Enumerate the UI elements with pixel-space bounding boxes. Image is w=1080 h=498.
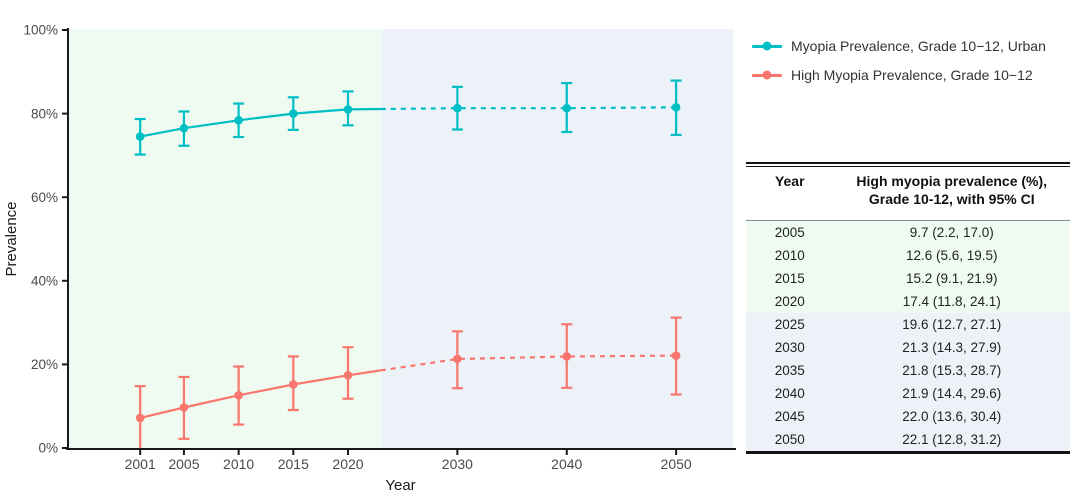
y-tick-label: 0% bbox=[38, 441, 58, 456]
chart-legend: Myopia Prevalence, Grade 10−12, Urban Hi… bbox=[752, 36, 1046, 85]
legend-dot-icon bbox=[762, 41, 772, 51]
legend-label-high-myopia: High Myopia Prevalence, Grade 10−12 bbox=[791, 67, 1033, 83]
legend-item-high-myopia: High Myopia Prevalence, Grade 10−12 bbox=[752, 65, 1046, 85]
legend-item-myopia: Myopia Prevalence, Grade 10−12, Urban bbox=[752, 36, 1046, 56]
legend-line-dot-marker-teal bbox=[752, 41, 782, 51]
table-header-prevalence: High myopia prevalence (%), Grade 10-12,… bbox=[833, 167, 1070, 222]
table-row: 2035 21.8 (15.3, 28.7) bbox=[746, 359, 1070, 383]
prevalence-value-cell: 17.4 (11.8, 24.1) bbox=[833, 290, 1070, 314]
prevalence-line-chart: 0% 20% 40% 60% 80% 100% 2001 2005 2010 2015 2020 20… bbox=[3, 23, 736, 494]
observed-region bbox=[68, 29, 381, 449]
data-point bbox=[179, 123, 189, 133]
x-tick-label: 2020 bbox=[332, 456, 363, 472]
y-tick-label: 80% bbox=[31, 106, 58, 121]
year-cell: 2015 bbox=[746, 267, 834, 291]
data-point bbox=[562, 103, 572, 113]
data-point bbox=[234, 115, 243, 125]
y-tick-label: 100% bbox=[23, 23, 58, 38]
year-cell: 2030 bbox=[746, 336, 834, 360]
x-tick-label: 2050 bbox=[661, 456, 692, 472]
prevalence-value-cell: 22.1 (12.8, 31.2) bbox=[833, 428, 1070, 452]
table-row: 2010 12.6 (5.6, 19.5) bbox=[746, 244, 1070, 268]
prevalence-value-cell: 21.3 (14.3, 27.9) bbox=[833, 336, 1070, 360]
prevalence-value-cell: 15.2 (9.1, 21.9) bbox=[833, 267, 1070, 291]
data-point bbox=[671, 103, 681, 112]
year-cell: 2010 bbox=[746, 244, 834, 268]
table-header: Year High myopia prevalence (%), Grade 1… bbox=[746, 167, 1070, 222]
data-point bbox=[343, 370, 353, 380]
year-cell: 2045 bbox=[746, 405, 834, 429]
year-cell: 2020 bbox=[746, 290, 834, 314]
y-axis-title: Prevalence bbox=[3, 201, 20, 276]
data-point bbox=[453, 354, 462, 364]
year-cell: 2005 bbox=[746, 220, 834, 245]
year-cell: 2040 bbox=[746, 382, 834, 406]
legend-dot-icon bbox=[762, 70, 772, 80]
table-row: 2045 22.0 (13.6, 30.4) bbox=[746, 405, 1070, 429]
table-row: 2050 22.1 (12.8, 31.2) bbox=[746, 428, 1070, 452]
x-axis-title: Year bbox=[385, 477, 415, 494]
x-tick-label: 2040 bbox=[551, 456, 582, 472]
table-row: 2040 21.9 (14.4, 29.6) bbox=[746, 382, 1070, 406]
year-cell: 2035 bbox=[746, 359, 834, 383]
table-row: 2005 9.7 (2.2, 17.0) bbox=[746, 220, 1070, 245]
data-point bbox=[179, 403, 189, 412]
prevalence-table-body: 2005 9.7 (2.2, 17.0) 2010 12.6 (5.6, 19.5) 2… bbox=[746, 220, 1070, 452]
prevalence-value-cell: 9.7 (2.2, 17.0) bbox=[833, 220, 1070, 245]
data-point bbox=[671, 351, 681, 360]
data-point bbox=[453, 103, 462, 113]
series-line-observed bbox=[139, 107, 381, 138]
prevalence-value-cell: 12.6 (5.6, 19.5) bbox=[833, 244, 1070, 268]
table-row: 2025 19.6 (12.7, 27.1) bbox=[746, 313, 1070, 337]
table-row: 2015 15.2 (9.1, 21.9) bbox=[746, 267, 1070, 291]
table-row: 2020 17.4 (11.8, 24.1) bbox=[746, 290, 1070, 314]
x-tick-label: 2015 bbox=[278, 456, 309, 472]
x-tick-label: 2030 bbox=[442, 456, 473, 472]
prevalence-value-cell: 19.6 (12.7, 27.1) bbox=[833, 313, 1070, 337]
prevalence-value-cell: 21.9 (14.4, 29.6) bbox=[833, 382, 1070, 406]
prevalence-value-cell: 21.8 (15.3, 28.7) bbox=[833, 359, 1070, 383]
y-tick-label: 20% bbox=[31, 357, 58, 372]
data-point bbox=[135, 413, 145, 423]
year-cell: 2050 bbox=[746, 428, 834, 452]
table-row: 2030 21.3 (14.3, 27.9) bbox=[746, 336, 1070, 360]
legend-line-dot-marker-red bbox=[752, 70, 782, 80]
data-point bbox=[289, 109, 298, 118]
projected-region bbox=[380, 29, 733, 449]
series-line-projected bbox=[380, 106, 677, 111]
x-tick-label: 2001 bbox=[125, 456, 156, 472]
x-tick-label: 2005 bbox=[168, 456, 199, 472]
data-point bbox=[343, 105, 353, 114]
data-point bbox=[234, 391, 243, 400]
data-point bbox=[562, 352, 572, 361]
legend-label-myopia: Myopia Prevalence, Grade 10−12, Urban bbox=[791, 38, 1046, 54]
series-line-observed bbox=[139, 369, 381, 419]
table-header-year: Year bbox=[746, 167, 834, 222]
x-tick-label: 2010 bbox=[223, 456, 254, 472]
data-point bbox=[289, 380, 298, 389]
year-cell: 2025 bbox=[746, 313, 834, 337]
high-myopia-prevalence-table: Year High myopia prevalence (%), Grade 1… bbox=[746, 162, 1070, 455]
data-point bbox=[135, 132, 145, 141]
y-tick-label: 40% bbox=[31, 274, 58, 289]
y-tick-label: 60% bbox=[31, 190, 58, 205]
series-line-projected bbox=[380, 354, 677, 372]
prevalence-value-cell: 22.0 (13.6, 30.4) bbox=[833, 405, 1070, 429]
